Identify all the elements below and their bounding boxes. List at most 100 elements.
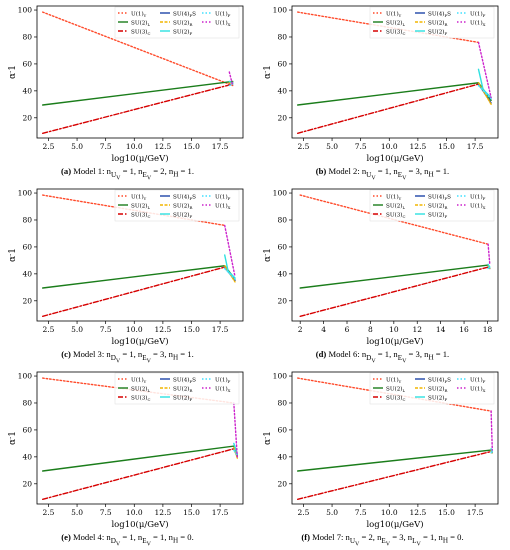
y-tick-label: 100 bbox=[18, 6, 33, 15]
legend-entry: U(1)F​ bbox=[470, 376, 486, 384]
legend-entry: U(1)X​ bbox=[470, 385, 486, 393]
series-line-u-1-y bbox=[299, 194, 489, 245]
legend-entry: U(1)Y​ bbox=[386, 376, 402, 384]
series-line-su-3-c bbox=[42, 83, 234, 135]
legend-entry: U(1)X​ bbox=[215, 385, 231, 393]
chart-f: 2.5 5.0 7.5 10.0 12.5 15.0 17.5 20 40 60 80 100 log1… bbox=[262, 371, 499, 530]
y-tick-label: 40 bbox=[22, 452, 32, 461]
x-tick-label: 12.5 bbox=[155, 142, 172, 151]
chart-panel-a: 2.5 5.0 7.5 10.0 12.5 15.0 17.5 20 40 60 80 100 log1… bbox=[0, 0, 255, 183]
y-axis-label: α-​1 bbox=[7, 65, 18, 79]
x-tick-label: 10.0 bbox=[126, 325, 143, 334]
legend-box bbox=[369, 6, 495, 39]
x-tick-label: 12.5 bbox=[155, 508, 172, 517]
legend-entry: SU(2)R​ bbox=[173, 385, 193, 393]
legend-box bbox=[114, 6, 240, 39]
y-tick-label: 80 bbox=[22, 216, 32, 225]
caption-b: (b) Model 2: nUV = 1, nEV = 3, nH = 1. bbox=[315, 166, 450, 182]
legend-entry: SU(4)P​S bbox=[173, 10, 196, 18]
legend-entry: U(1)Y​ bbox=[131, 376, 147, 384]
y-axis-label: α-​1 bbox=[7, 431, 18, 445]
x-axis-label: log10(μ/GeV) bbox=[366, 153, 423, 164]
legend-entry: SU(2)R​ bbox=[428, 202, 448, 210]
x-axis-label: log10(μ/GeV) bbox=[111, 336, 168, 347]
caption-f: (f) Model 7: nUV = 2, nEV = 3, nLV = 1, … bbox=[301, 532, 464, 548]
y-tick-label: 20 bbox=[277, 479, 287, 488]
y-tick-label: 60 bbox=[22, 426, 32, 435]
x-tick-label: 10.0 bbox=[381, 142, 398, 151]
chart-e: 2.5 5.0 7.5 10.0 12.5 15.0 17.5 20 40 60 80 100 log1… bbox=[7, 371, 244, 530]
series-line-su-3-c bbox=[297, 450, 492, 501]
x-tick-label: 5.0 bbox=[71, 142, 83, 151]
chart-panel-b: 2.5 5.0 7.5 10.0 12.5 15.0 17.5 20 40 60 80 100 log1… bbox=[255, 0, 510, 183]
series-line-u-1-x bbox=[223, 224, 236, 278]
x-tick-label: 18 bbox=[483, 325, 493, 334]
y-tick-label: 20 bbox=[277, 113, 287, 122]
y-tick-label: 100 bbox=[273, 189, 288, 198]
legend-entry: U(1)F​ bbox=[215, 376, 231, 384]
legend-box bbox=[369, 372, 495, 405]
series-line-su-3-c bbox=[42, 266, 226, 318]
x-axis-label: log10(μ/GeV) bbox=[366, 519, 423, 530]
x-tick-label: 15.0 bbox=[438, 508, 455, 517]
x-tick-label: 10.0 bbox=[126, 142, 143, 151]
x-tick-label: 17.5 bbox=[467, 142, 484, 151]
series-line-su-2-r bbox=[477, 82, 492, 106]
series-line-su-3-c bbox=[299, 266, 489, 318]
series-line-u-1-f bbox=[223, 267, 236, 280]
legend-box bbox=[114, 189, 240, 222]
y-tick-label: 80 bbox=[277, 399, 287, 408]
caption-a: (a) Model 1: nUV = 1, nEV = 2, nH = 1. bbox=[61, 166, 194, 182]
legend-entry: SU(2)F​ bbox=[428, 394, 447, 402]
legend-entry: U(1)Y​ bbox=[131, 10, 147, 18]
legend-entry: U(1)X​ bbox=[215, 202, 231, 210]
y-tick-label: 40 bbox=[277, 269, 287, 278]
x-tick-label: 10 bbox=[389, 325, 399, 334]
series-line-u-1-f bbox=[490, 450, 494, 454]
legend-entry: U(1)F​ bbox=[215, 10, 231, 18]
legend-entry: SU(3)C​ bbox=[386, 211, 405, 219]
x-tick-label: 12.5 bbox=[155, 325, 172, 334]
x-tick-label: 12 bbox=[412, 325, 422, 334]
y-tick-label: 80 bbox=[22, 33, 32, 42]
series-line-su-2-l bbox=[297, 449, 492, 472]
x-tick-label: 15.0 bbox=[438, 142, 455, 151]
legend-entry: U(1)Y​ bbox=[386, 193, 402, 201]
caption-d: (d) Model 6: nDV = 1, nEV = 3, nH = 1. bbox=[315, 349, 450, 365]
legend-entry: SU(2)L​ bbox=[131, 19, 150, 27]
x-tick-label: 2 bbox=[298, 325, 303, 334]
series-line-u-1-x bbox=[228, 71, 234, 87]
y-tick-label: 20 bbox=[22, 296, 32, 305]
y-tick-label: 60 bbox=[277, 426, 287, 435]
caption-e: (e) Model 4: nDV = 1, nEV = 1, nH = 0. bbox=[61, 532, 194, 548]
x-tick-label: 15.0 bbox=[183, 325, 200, 334]
legend-entry: U(1)Y​ bbox=[386, 10, 402, 18]
x-tick-label: 12.5 bbox=[410, 142, 427, 151]
x-axis-label: log10(μ/GeV) bbox=[111, 519, 168, 530]
y-tick-label: 20 bbox=[277, 296, 287, 305]
y-axis-label: α-​1 bbox=[7, 248, 18, 262]
chart-panel-f: 2.5 5.0 7.5 10.0 12.5 15.0 17.5 20 40 60 80 100 log1… bbox=[255, 366, 510, 549]
x-tick-label: 17.5 bbox=[212, 508, 229, 517]
legend-entry: SU(4)P​S bbox=[428, 193, 451, 201]
x-axis-label: log10(μ/GeV) bbox=[111, 153, 168, 164]
legend-entry: SU(3)C​ bbox=[131, 211, 150, 219]
series-line-u-1-x bbox=[477, 41, 492, 99]
x-tick-label: 17.5 bbox=[212, 142, 229, 151]
x-tick-label: 5.0 bbox=[71, 508, 83, 517]
legend-entry: SU(2)L​ bbox=[386, 385, 405, 393]
x-tick-label: 5.0 bbox=[326, 508, 338, 517]
legend-entry: SU(2)R​ bbox=[428, 385, 448, 393]
x-tick-label: 7.5 bbox=[100, 142, 112, 151]
chart-panel-e: 2.5 5.0 7.5 10.0 12.5 15.0 17.5 20 40 60 80 100 log1… bbox=[0, 366, 255, 549]
chart-a: 2.5 5.0 7.5 10.0 12.5 15.0 17.5 20 40 60 80 100 log1… bbox=[7, 5, 244, 164]
y-tick-label: 40 bbox=[277, 452, 287, 461]
series-line-su-2-l bbox=[299, 264, 489, 289]
y-tick-label: 80 bbox=[277, 33, 287, 42]
x-tick-label: 14 bbox=[436, 325, 446, 334]
y-tick-label: 60 bbox=[277, 243, 287, 252]
legend-entry: SU(2)R​ bbox=[173, 19, 193, 27]
legend-entry: U(1)X​ bbox=[215, 19, 231, 27]
series-line-u-1-x bbox=[233, 402, 239, 458]
legend-entry: SU(4)P​S bbox=[173, 376, 196, 384]
